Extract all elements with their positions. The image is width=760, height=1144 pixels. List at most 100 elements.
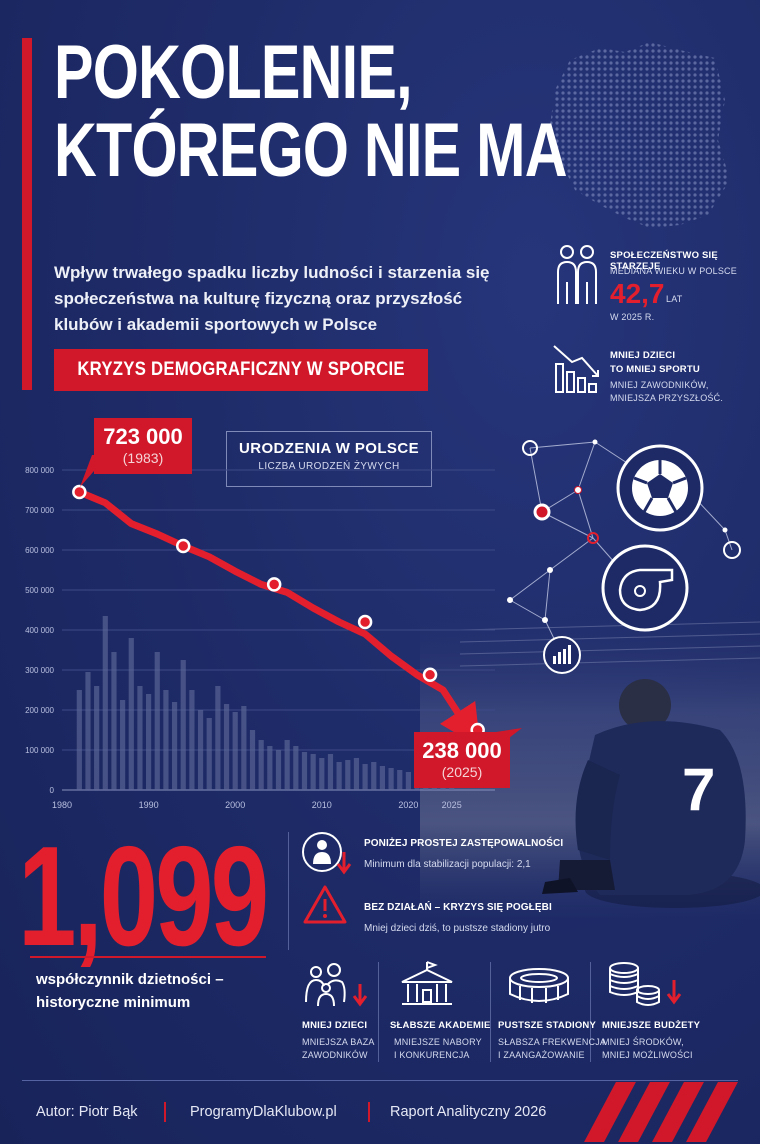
column-1: MNIEJ DZIECI MNIEJSZA BAZA ZAWODNIKÓW <box>302 1020 375 1062</box>
y-tick-label: 200 000 <box>25 706 54 715</box>
x-tick-label: 2010 <box>312 800 332 810</box>
x-tick-label: 1980 <box>52 800 72 810</box>
chart-bar <box>327 754 334 790</box>
chart-bar <box>249 730 256 790</box>
start-annotation: 723 000 (1983) <box>94 418 192 474</box>
page-title: POKOLENIE, KTÓREGO NIE MA <box>54 30 568 193</box>
y-tick-label: 100 000 <box>25 746 54 755</box>
y-tick-label: 700 000 <box>25 506 54 515</box>
children-group-icon <box>305 963 368 1007</box>
chart-bar <box>284 740 290 790</box>
median-age-year: W 2025 R. <box>610 312 655 322</box>
aging-subtitle: MEDIANA WIEKU W POLSCE <box>610 266 737 276</box>
column-3-sub-2: I ZAANGAŻOWANIE <box>498 1050 585 1060</box>
bar-chart-badge-icon <box>543 636 581 674</box>
end-annotation: 238 000 (2025) <box>414 732 510 788</box>
start-annotation-value: 723 000 <box>103 424 183 449</box>
fertility-caption-line-2: historyczne minimum <box>36 994 191 1011</box>
point-1-title: PONIŻEJ PROSTEJ ZASTĘPOWALNOŚCI <box>364 838 564 849</box>
median-age-unit: LAT <box>666 294 683 304</box>
column-1-title: MNIEJ DZIECI <box>302 1020 368 1031</box>
chart-bar <box>241 706 247 790</box>
column-4-sub-2: MNIEJ MOŻLIWOŚCI <box>602 1050 693 1060</box>
column-2-sub-1: MNIEJSZE NABORY <box>394 1037 482 1047</box>
column-2: SŁABSZE AKADEMIE MNIEJSZE NABORY I KONKU… <box>390 1020 491 1062</box>
divider-vertical <box>490 962 491 1062</box>
births-chart: 800 000 700 000 600 000 500 000 400 000 300 0… <box>25 466 495 810</box>
column-2-sub-2: I KONKURENCJA <box>394 1050 470 1060</box>
chart-bar <box>128 638 134 790</box>
footer-separator <box>368 1102 370 1122</box>
title-line-1: POKOLENIE, <box>54 30 413 115</box>
stadium-player-scene: 7 <box>420 600 760 920</box>
chart-bar <box>85 672 91 790</box>
stadium-icon <box>509 968 569 1003</box>
declining-chart-icon <box>553 345 599 393</box>
point-2-subtitle: Mniej dzieci dziś, to pustsze stadiony j… <box>364 923 551 934</box>
chart-bar <box>189 690 195 790</box>
y-tick-label: 400 000 <box>25 626 54 635</box>
chart-bar <box>146 694 152 790</box>
x-tick-label: 2000 <box>225 800 245 810</box>
chart-bar <box>223 704 230 790</box>
y-tick-label: 500 000 <box>25 586 54 595</box>
whistle-icon <box>601 544 689 632</box>
football-icon <box>616 444 704 532</box>
median-age-value: 42,7 <box>610 278 665 309</box>
divider-vertical <box>288 832 289 950</box>
end-annotation-year: (2025) <box>441 764 483 780</box>
chart-subtitle: LICZBA URODZEŃ ŻYWYCH <box>258 461 400 472</box>
chart-bar <box>180 660 186 790</box>
warning-icon <box>303 885 347 924</box>
subtitle-line-2: społeczeństwa na kulturę fizyczną oraz p… <box>54 289 463 308</box>
footer-site-link[interactable]: ProgramyDlaKlubow.pl <box>190 1104 337 1120</box>
start-annotation-year: (1983) <box>122 450 164 466</box>
column-3: PUSTSZE STADIONY SŁABSZA FREKWENCJA I ZA… <box>498 1020 606 1062</box>
crisis-banner: KRYZYS DEMOGRAFICZNY W SPORCIE <box>54 349 428 391</box>
chart-bar <box>154 652 160 790</box>
chart-bar <box>258 740 264 790</box>
chart-bar <box>371 762 377 790</box>
chart-bar <box>94 686 100 790</box>
divider-vertical <box>378 962 379 1062</box>
chart-bar <box>301 752 308 790</box>
chart-bar <box>293 746 299 790</box>
fewer-kids-title-2: TO MNIEJ SPORTU <box>610 364 700 375</box>
fewer-kids-title-1: MNIEJ DZIECI <box>610 350 676 361</box>
sports-network-graphic <box>507 439 741 674</box>
fertility-caption-line-1: współczynnik dzietności – <box>36 971 224 988</box>
trend-marker <box>422 667 438 683</box>
point-1-subtitle: Minimum dla stabilizacji populacji: 2,1 <box>364 859 531 870</box>
x-tick-label: 1990 <box>139 800 159 810</box>
crisis-banner-label: KRYZYS DEMOGRAFICZNY W SPORCIE <box>77 359 405 380</box>
page-subtitle: Wpływ trwałego spadku liczby ludności i … <box>54 260 494 338</box>
academy-building-icon <box>401 961 453 1005</box>
player-jersey-number: 7 <box>682 756 715 823</box>
chart-bar <box>397 770 403 790</box>
chart-bar <box>379 766 386 790</box>
chart-bar <box>275 750 282 790</box>
subtitle-line-1: Wpływ trwałego spadku liczby ludności i … <box>54 263 490 282</box>
y-tick-label: 600 000 <box>25 546 54 555</box>
footer-report: Raport Analityczny 2026 <box>390 1104 547 1120</box>
chart-bar <box>215 686 221 790</box>
chart-bar <box>206 718 212 790</box>
fertility-caption: współczynnik dzietności – historyczne mi… <box>36 968 224 1014</box>
chart-bar <box>232 712 238 790</box>
chart-bar <box>267 746 273 790</box>
column-3-sub-1: SŁABSZA FREKWENCJA <box>498 1037 607 1047</box>
chart-bar <box>102 616 108 790</box>
chart-bar <box>336 762 342 790</box>
chart-bar <box>111 652 117 790</box>
column-1-sub-2: ZAWODNIKÓW <box>302 1050 368 1060</box>
footer-author: Autor: Piotr Bąk <box>36 1104 138 1120</box>
end-annotation-value: 238 000 <box>422 738 502 763</box>
title-line-2: KTÓREGO NIE MA <box>54 108 568 193</box>
title-accent-bar <box>22 38 32 390</box>
chart-title-box: URODZENIA W POLSCE LICZBA URODZEŃ ŻYWYCH <box>226 431 432 487</box>
trend-marker <box>72 484 87 500</box>
column-2-title: SŁABSZE AKADEMIE <box>390 1020 491 1031</box>
chart-bar <box>197 710 204 790</box>
chart-bar <box>319 758 325 790</box>
trend-marker <box>175 538 191 554</box>
